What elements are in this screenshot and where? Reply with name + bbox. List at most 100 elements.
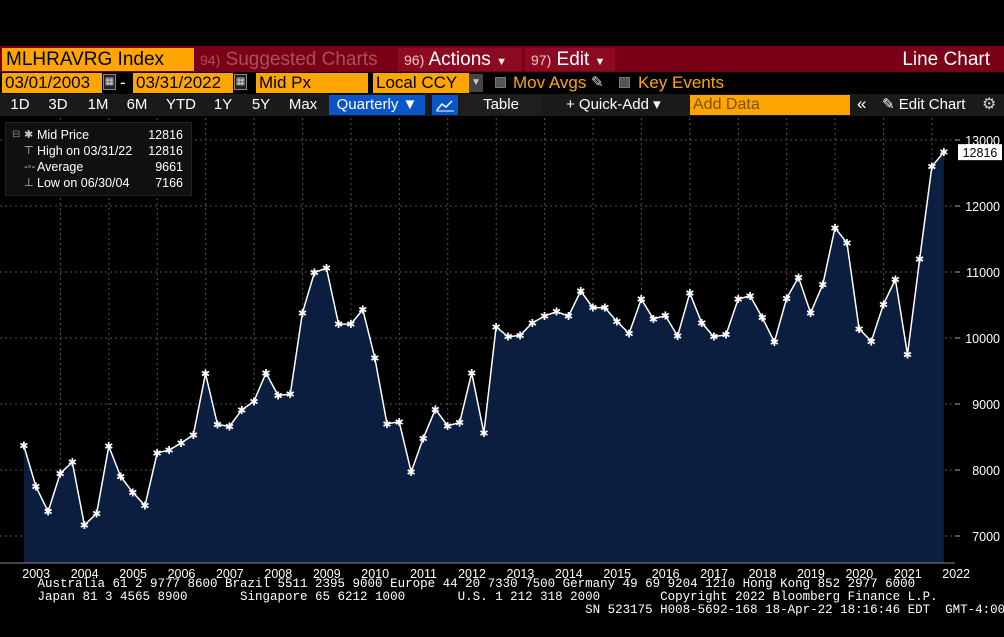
calendar-icon[interactable]: ▦ (234, 74, 247, 90)
legend-high-label: High on 03/31/22 (37, 144, 133, 158)
data-point: ✱ (116, 472, 125, 484)
data-point: ✱ (261, 368, 270, 380)
line-chart[interactable]: ✱✱✱✱✱✱✱✱✱✱✱✱ ✱✱✱✱✱ ✱✱✱✱✱ ✱✱✱ ✱✱ ✱✱✱✱ ✱✱✱✱✱ ✱✱✱✱… (0, 118, 1004, 578)
edit-button[interactable]: 97) Edit ▼ (525, 48, 615, 71)
data-point: ✱ (213, 419, 222, 431)
data-point: ✱ (407, 467, 416, 479)
data-point: ✱ (528, 318, 537, 330)
legend-low-label: Low on 06/30/04 (37, 176, 130, 190)
period-5y-button[interactable]: 5Y (251, 96, 271, 113)
actions-label: Actions (428, 49, 491, 70)
gear-icon[interactable]: ⚙ (982, 96, 997, 113)
x-tick-label: 2017 (700, 567, 728, 578)
chart-type-title: Line Chart (902, 49, 990, 70)
currency-select[interactable]: Local CCY (373, 73, 469, 93)
period-3d-button[interactable]: 3D (48, 96, 68, 113)
legend-low-value: 7166 (155, 176, 183, 190)
end-date-input[interactable]: 03/31/2022 (133, 73, 233, 93)
y-tick-label: 12000 (965, 200, 1000, 214)
legend-mid-price-value: 12816 (148, 128, 183, 142)
mid-price-line (23, 151, 945, 527)
calendar-icon[interactable]: ▦ (103, 74, 116, 90)
data-point: ✱ (419, 433, 428, 445)
x-tick-label: 2021 (894, 567, 922, 578)
x-tick-label: 2015 (603, 567, 631, 578)
data-point: ✱ (637, 294, 646, 306)
ticker-field[interactable]: MLHRAVRG Index (2, 48, 194, 71)
data-point: ✱ (68, 457, 77, 469)
table-button[interactable]: Table (461, 95, 541, 115)
data-point: ✱ (455, 417, 464, 429)
line-chart-icon[interactable] (432, 95, 458, 115)
data-point: ✱ (443, 421, 452, 433)
collapse-icon[interactable]: « (857, 94, 867, 113)
x-tick-label: 2012 (458, 567, 486, 578)
collapse-box-icon[interactable]: ⊟ (12, 129, 21, 140)
data-point: ✱ (516, 330, 525, 342)
last-price-tag: 12816 (958, 144, 1002, 161)
data-point: ✱ (503, 332, 512, 344)
period-1m-button[interactable]: 1M (87, 96, 109, 113)
suggested-charts-menu[interactable]: 94) Suggested Charts (200, 48, 378, 71)
y-tick-label: 9000 (972, 398, 1000, 412)
data-point: ✱ (19, 441, 28, 453)
data-point: ✱ (322, 263, 331, 275)
data-point: ✱ (854, 324, 863, 336)
key-events-checkbox[interactable] (619, 77, 630, 88)
data-point: ✱ (92, 509, 101, 521)
data-point: ✱ (806, 308, 815, 320)
data-point: ✱ (395, 417, 404, 429)
actions-button[interactable]: 96) Actions ▼ (398, 48, 522, 71)
period-1y-button[interactable]: 1Y (213, 96, 233, 113)
x-tick-label: 2009 (313, 567, 341, 578)
data-point: ✱ (56, 468, 65, 480)
x-tick-label: 2006 (168, 567, 196, 578)
edit-chart-button[interactable]: ✎ Edit Chart (882, 96, 966, 113)
data-point: ✱ (164, 445, 173, 457)
start-date-input[interactable]: 03/01/2003 (2, 73, 102, 93)
y-tick-label: 11000 (966, 266, 1000, 280)
data-point: ✱ (709, 332, 718, 344)
actions-number: 96) (404, 52, 425, 68)
data-point: ✱ (758, 313, 767, 325)
frequency-select[interactable]: Quarterly ▼ (329, 95, 425, 115)
data-point: ✱ (128, 487, 137, 499)
data-point: ✱ (939, 147, 948, 159)
quick-add-button[interactable]: + Quick-Add ▾ (566, 96, 661, 113)
period-1d-button[interactable]: 1D (10, 96, 30, 113)
data-point: ✱ (673, 331, 682, 343)
period-ytd-button[interactable]: YTD (166, 96, 196, 113)
data-point: ✱ (492, 322, 501, 334)
mov-avgs-checkbox[interactable] (495, 77, 506, 88)
data-point: ✱ (140, 501, 149, 513)
data-point: ✱ (298, 308, 307, 320)
data-point: ✱ (31, 482, 40, 494)
data-point: ✱ (104, 441, 113, 453)
last-price-value: 12816 (963, 146, 998, 160)
data-point: ✱ (225, 421, 234, 433)
data-point: ✱ (564, 311, 573, 323)
field-select[interactable]: Mid Px (256, 73, 368, 93)
legend-average-label: Average (37, 160, 84, 174)
legend-average: -◦- Average 9661 (6, 159, 189, 175)
x-tick-label: 2004 (71, 567, 99, 578)
data-point: ✱ (588, 303, 597, 315)
y-tick-label: 8000 (972, 464, 1000, 478)
legend-low: ⊥ Low on 06/30/04 7166 (6, 175, 189, 191)
period-6m-button[interactable]: 6M (126, 96, 148, 113)
mid-price-area (23, 152, 944, 563)
data-point: ✱ (189, 430, 198, 442)
data-point: ✱ (431, 404, 440, 416)
data-point: ✱ (334, 319, 343, 331)
data-point: ✱ (649, 314, 658, 326)
chevron-down-icon[interactable]: ▼ (469, 74, 483, 92)
legend-average-value: 9661 (155, 160, 183, 174)
add-data-input[interactable]: Add Data (690, 95, 850, 115)
period-max-button[interactable]: Max (288, 96, 318, 113)
pencil-icon[interactable]: ✎ (591, 74, 604, 91)
data-point: ✱ (927, 161, 936, 173)
legend-mid-price: ⊟ ✱ Mid Price 12816 (6, 127, 189, 143)
data-point: ✱ (249, 396, 258, 408)
data-point: ✱ (479, 428, 488, 440)
data-point: ✱ (867, 336, 876, 348)
